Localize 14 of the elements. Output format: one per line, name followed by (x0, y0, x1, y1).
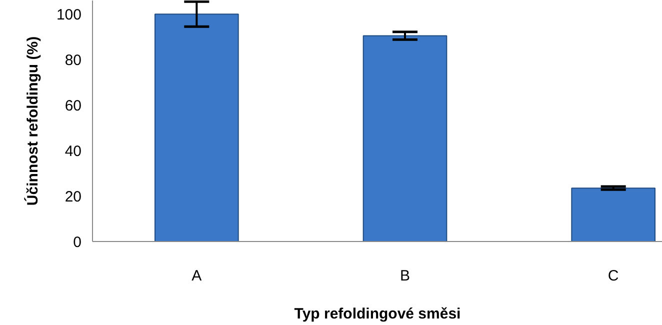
y-tick-label: 0 (73, 234, 82, 251)
x-tick-label: A (192, 268, 202, 284)
y-tick-label: 40 (64, 143, 82, 160)
y-tick-label: 100 (56, 6, 82, 24)
bar (571, 188, 656, 242)
y-tick-label: 80 (64, 52, 82, 70)
x-axis-title: Typ refoldingové směsi (294, 306, 461, 322)
bar (154, 14, 239, 242)
bar (362, 35, 448, 242)
x-tick-label: C (608, 268, 619, 284)
y-tick-label: 60 (64, 98, 82, 115)
y-axis-title: Účinnost refoldingu (%) (23, 36, 42, 206)
x-tick-label: B (400, 268, 410, 284)
y-tick-label: 20 (64, 188, 82, 206)
